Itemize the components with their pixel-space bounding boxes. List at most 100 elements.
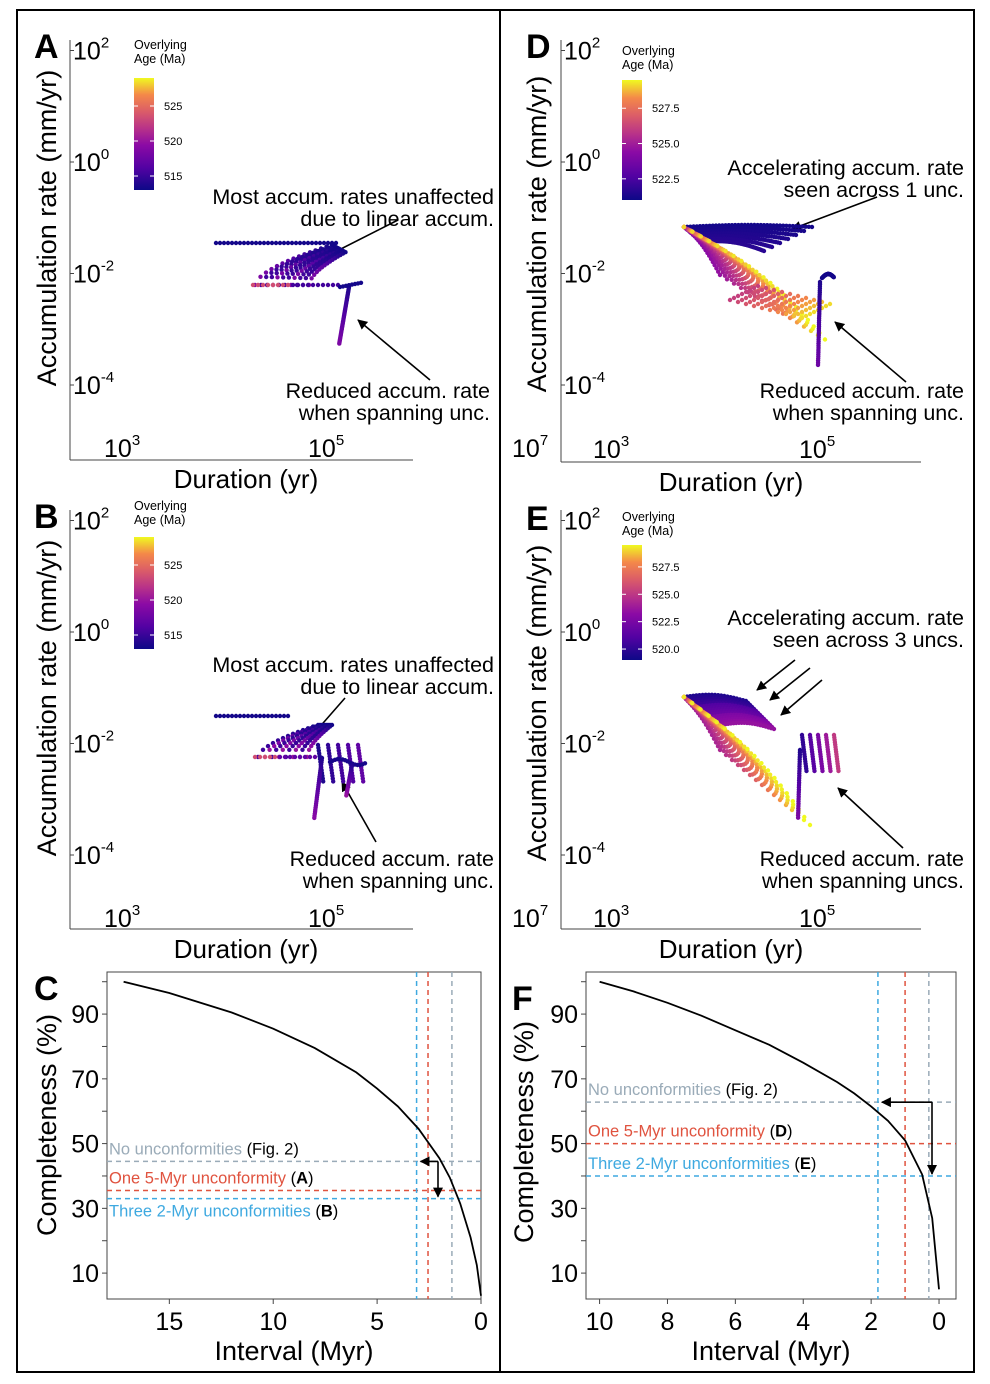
reference-label: No unconformities (Fig. 2) [109,1140,299,1158]
data-point [787,309,793,315]
data-point [780,790,785,795]
data-point [707,239,712,244]
data-point [783,305,789,311]
data-point [772,775,777,781]
data-point [803,307,809,313]
legend-title: Age (Ma) [622,58,673,72]
data-point [714,266,719,271]
data-point [265,240,271,246]
data-point [290,282,296,288]
data-point [802,814,807,820]
data-point [287,747,292,752]
x-axis-label: Interval (Myr) [214,1336,373,1366]
data-point [331,779,336,784]
data-point [285,282,291,288]
data-point [221,240,227,246]
data-point [722,273,728,278]
y-axis-label: Completeness (%) [509,1021,539,1243]
plot-frame [106,971,482,1300]
panel-a: A 102 100 10-2 10-4 103 105 107 Duration (yr) Acc… [32,28,548,494]
data-point [298,275,303,281]
y-tick-label: 70 [550,1066,578,1094]
data-point [299,268,304,274]
panel-letter: C [34,970,59,1008]
data-point [769,244,775,250]
data-point [779,787,784,792]
data-point [274,263,280,269]
data-point [759,287,765,293]
data-point [836,768,841,774]
data-point [299,740,304,746]
data-point [783,293,789,299]
data-point [755,295,761,301]
y-tick-label: 102 [564,35,600,66]
data-point [269,270,274,275]
data-point [325,282,331,288]
data-point [745,746,750,752]
data-point [284,267,289,273]
data-point [260,747,266,752]
annotation-text: when spanning uncs. [761,869,964,893]
annotation-arrow [837,787,904,849]
data-point [823,303,829,309]
data-point [763,285,769,291]
scatter-points [213,240,364,346]
data-point [277,713,283,719]
data-point [763,291,769,297]
annotation-text: Reduced accum. rate [760,847,964,871]
data-point [811,324,816,329]
data-point [296,743,301,749]
x-axis-label: Interval (Myr) [691,1336,850,1366]
data-point [274,747,279,752]
y-tick-label: 30 [550,1195,578,1223]
data-point [265,743,271,749]
data-point [779,307,785,313]
legend-title: Age (Ma) [134,513,185,527]
data-point [771,726,777,732]
data-point [337,341,342,346]
annotation-arrow [834,321,907,383]
data-point [263,270,269,275]
y-tick-label: 10-4 [73,369,114,400]
data-point [795,293,801,299]
y-tick-label: 50 [550,1131,578,1159]
data-point [690,701,695,706]
data-point [767,307,773,313]
panel-f: F 90 70 50 30 10 10 8 6 4 2 0 Interval (Myr) Complete… [509,971,957,1366]
data-point [237,240,243,246]
annotation-text: Accelerating accum. rate [727,606,964,630]
data-point [739,297,745,303]
data-point [743,285,748,291]
y-tick-label: 100 [73,616,109,647]
data-point [221,713,227,719]
data-point [751,285,757,291]
data-point [743,289,749,295]
data-point [269,266,274,272]
data-point [241,240,247,246]
x-tick-label: 10 [586,1308,614,1336]
annotation-arrow [756,659,796,691]
data-point [765,223,770,228]
data-point [791,301,797,307]
data-point [285,271,290,276]
data-point [715,744,721,749]
data-point [681,224,687,230]
data-point [305,240,311,246]
y-axis-label: Accumulation rate (mm/yr) [522,76,552,393]
x-tick-label: 103 [104,902,140,933]
y-tick-label: 70 [71,1066,99,1094]
data-point [261,240,267,246]
data-point [294,268,299,273]
data-point [743,295,749,301]
data-point [255,282,261,288]
data-point [295,282,301,288]
data-point [771,293,777,299]
data-point [769,779,775,784]
data-point [767,289,773,295]
data-point [820,768,825,774]
data-point [275,275,280,280]
data-point [759,305,765,311]
annotation-text: when spanning unc. [298,401,490,425]
data-point [743,262,748,267]
data-point [292,275,297,280]
